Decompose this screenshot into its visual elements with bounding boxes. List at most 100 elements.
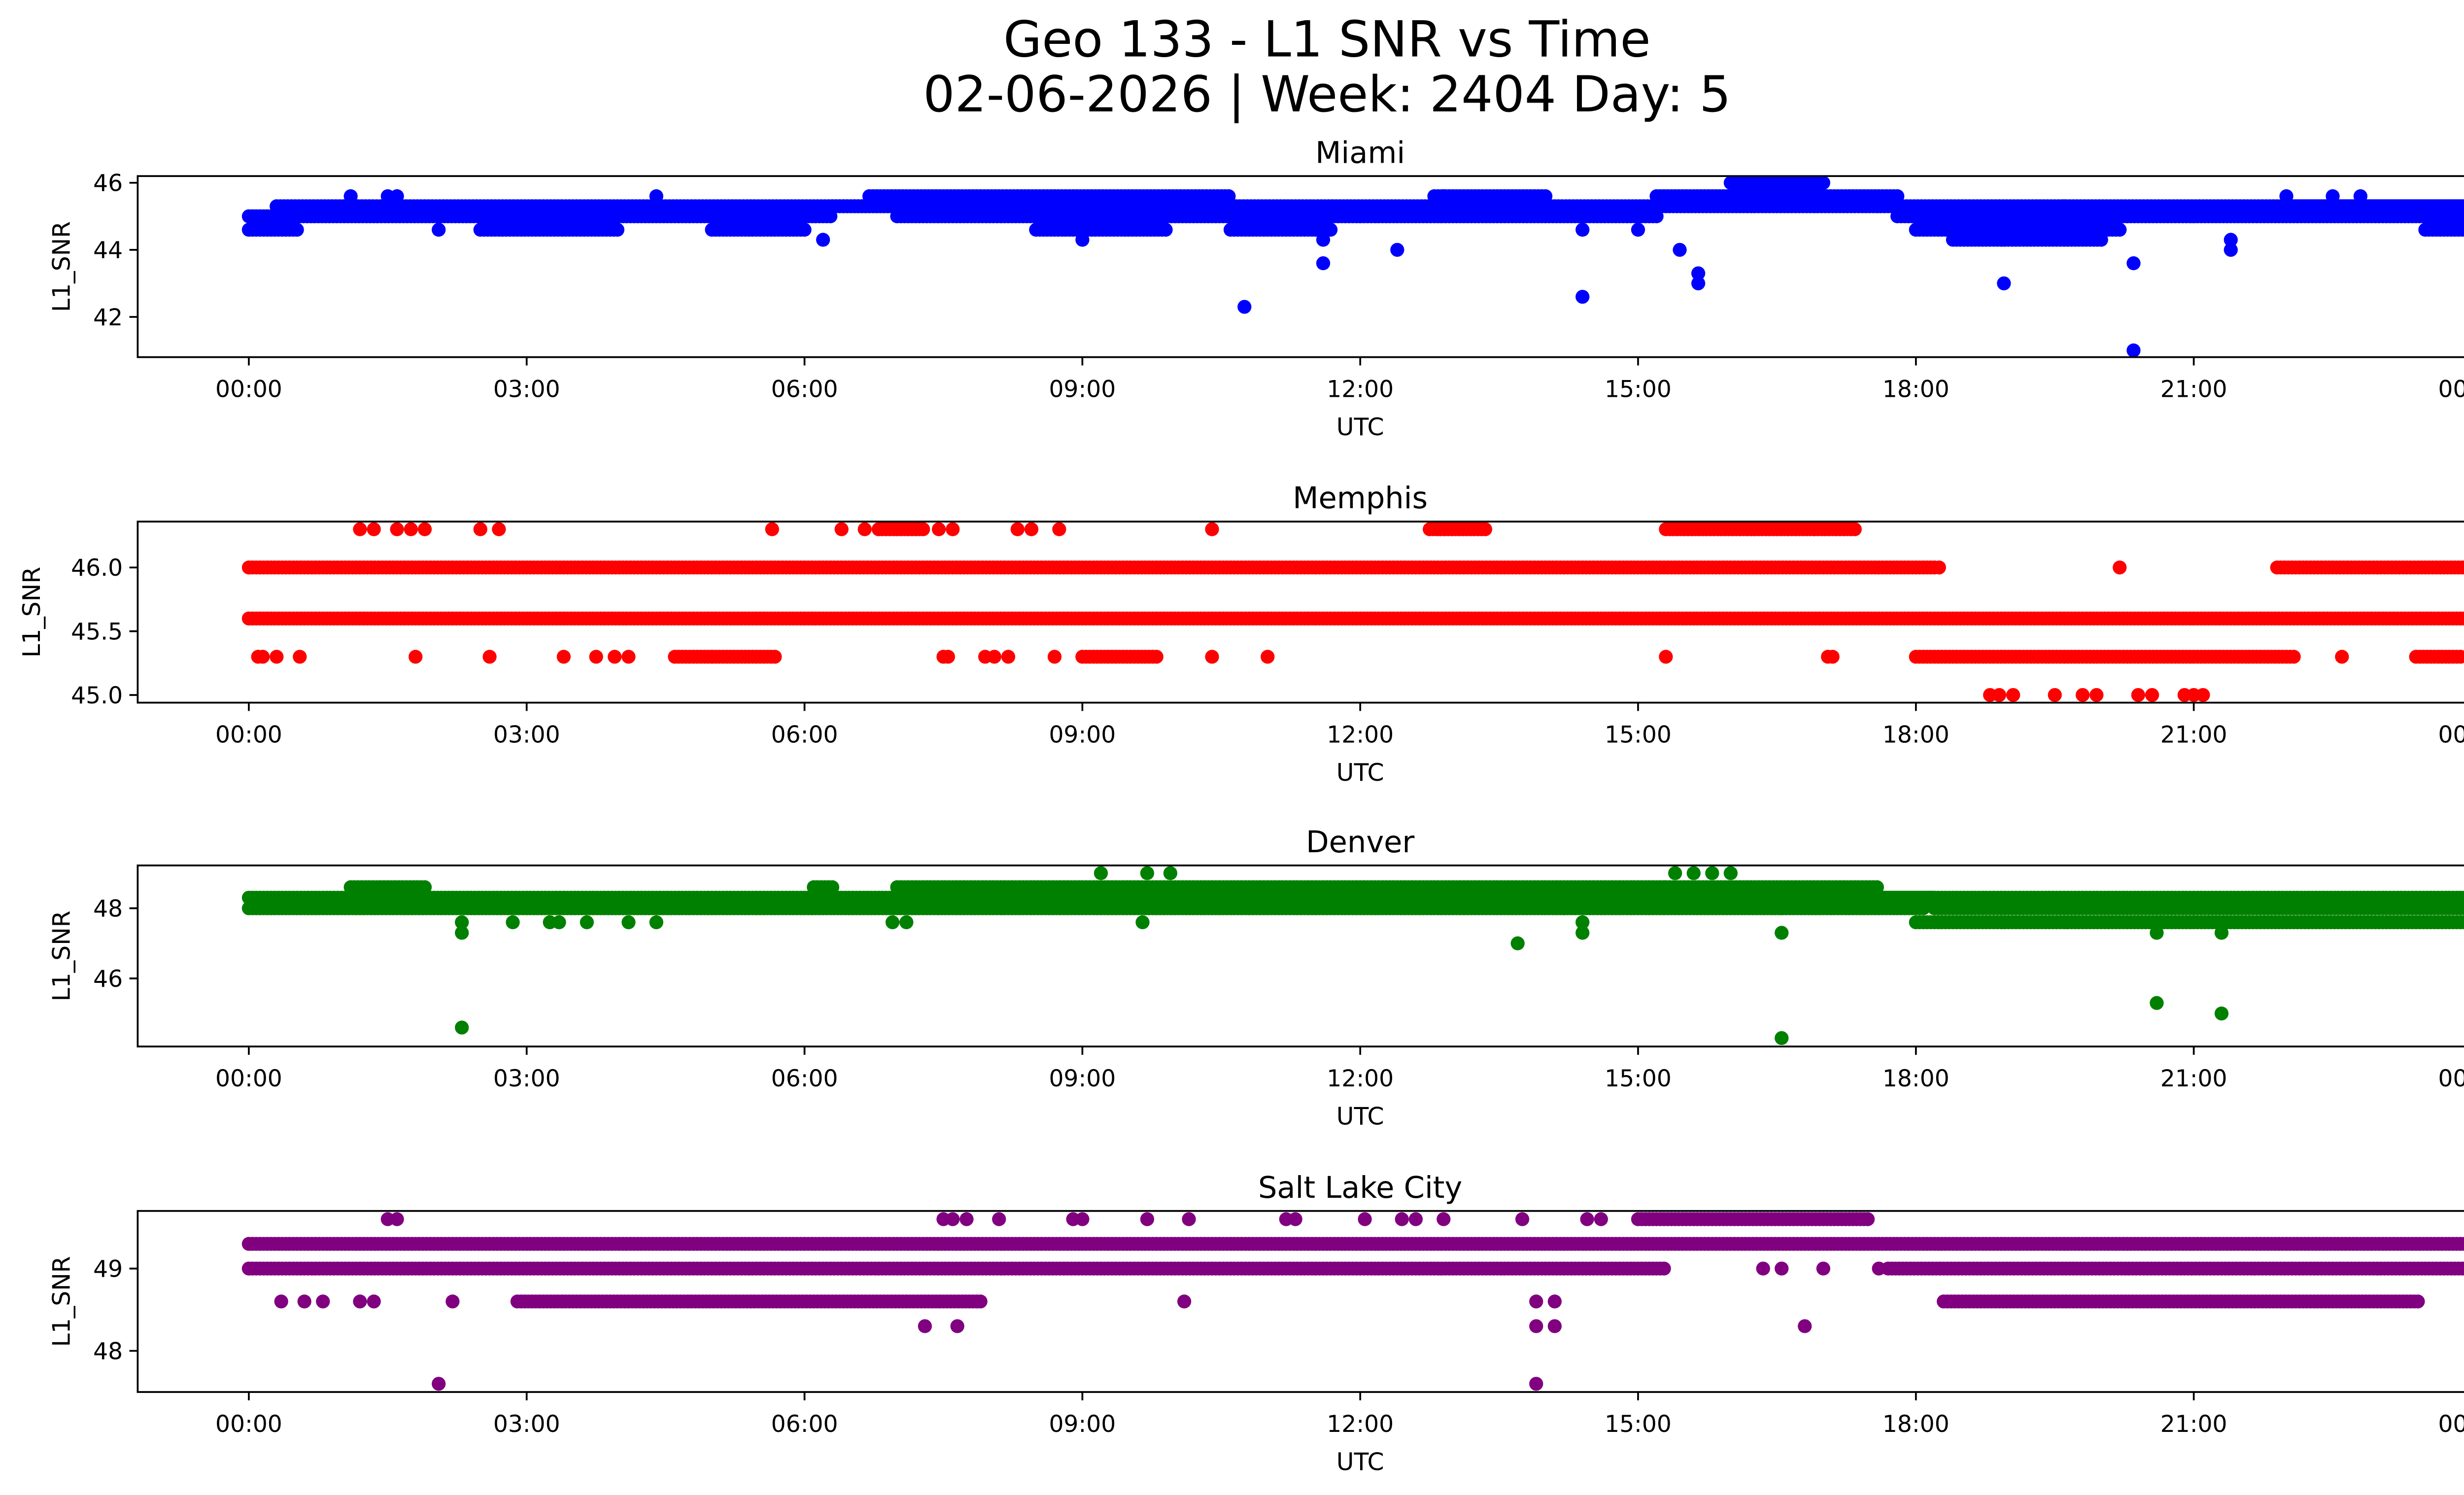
data-point	[492, 522, 506, 536]
y-axis-label: L1_SNR	[47, 910, 75, 1001]
data-point	[1261, 650, 1275, 664]
data-point	[552, 915, 566, 930]
x-axis-label: UTC	[1336, 759, 1384, 787]
data-point	[2075, 688, 2090, 702]
x-tick-label: 00:00	[2438, 376, 2464, 403]
x-tick-label: 09:00	[1049, 1065, 1116, 1092]
data-point	[946, 522, 960, 536]
data-point	[2453, 650, 2464, 664]
data-point	[816, 233, 830, 247]
data-point	[2150, 996, 2164, 1010]
data-point	[1478, 522, 1493, 536]
data-point	[343, 189, 358, 204]
subplot-title: Denver	[1306, 825, 1414, 860]
data-point	[1775, 1031, 1789, 1045]
data-point	[705, 650, 719, 664]
data-point	[417, 522, 432, 536]
x-tick-label: 18:00	[1882, 1065, 1950, 1092]
data-point	[455, 915, 469, 930]
data-point	[1052, 522, 1066, 536]
x-tick-label: 03:00	[493, 721, 560, 748]
y-tick-label: 48	[93, 895, 123, 922]
data-point	[1222, 189, 1236, 204]
data-point	[1149, 650, 1164, 664]
x-tick-label: 12:00	[1327, 1065, 1394, 1092]
data-point	[621, 650, 636, 664]
data-point	[390, 189, 404, 204]
data-point	[1575, 289, 1590, 304]
data-point	[2214, 926, 2229, 940]
data-point	[2214, 1007, 2229, 1021]
data-point	[2048, 688, 2062, 702]
data-point	[825, 880, 840, 895]
data-point	[580, 915, 594, 930]
data-point	[987, 650, 1001, 664]
x-tick-label: 21:00	[2160, 1065, 2227, 1092]
data-point	[1870, 880, 1884, 895]
x-tick-label: 03:00	[493, 1065, 560, 1092]
x-tick-label: 12:00	[1327, 376, 1394, 403]
data-point	[1557, 901, 1571, 915]
data-point	[2126, 343, 2141, 357]
data-point	[1649, 209, 1664, 223]
data-point	[1705, 866, 1719, 880]
data-point	[2154, 915, 2168, 930]
data-point	[2150, 926, 2164, 940]
data-point	[404, 522, 418, 536]
data-point	[941, 650, 955, 664]
data-point	[1925, 891, 1940, 905]
data-point	[649, 915, 663, 930]
data-point	[2353, 189, 2368, 204]
x-tick-label: 18:00	[1882, 376, 1950, 403]
data-point	[1390, 243, 1404, 257]
x-tick-label: 15:00	[1605, 376, 1672, 403]
data-point	[1631, 222, 1645, 237]
data-point	[2113, 560, 2127, 575]
data-point	[2461, 916, 2464, 928]
data-point	[1205, 650, 1219, 664]
y-tick-label: 42	[93, 304, 123, 331]
data-point	[556, 650, 571, 664]
data-point	[1932, 560, 1946, 575]
data-point	[1916, 901, 1930, 915]
data-point	[1686, 866, 1701, 880]
data-point	[1691, 266, 1706, 280]
data-point	[2335, 650, 2349, 664]
data-point	[409, 650, 423, 664]
data-point	[2006, 688, 2020, 702]
data-point	[1992, 688, 2007, 702]
data-point	[2131, 688, 2146, 702]
x-tick-label: 15:00	[1605, 721, 1672, 748]
data-point	[1575, 926, 1590, 940]
x-tick-label: 06:00	[771, 1065, 838, 1092]
data-point	[589, 650, 603, 664]
data-point	[367, 522, 381, 536]
data-point	[432, 222, 446, 237]
data-point	[885, 915, 900, 930]
data-point	[353, 522, 367, 536]
data-point	[1159, 222, 1173, 237]
data-point	[2287, 650, 2301, 664]
y-tick-label: 45.5	[71, 618, 123, 645]
y-axis-label: L1_SNR	[47, 221, 75, 312]
data-point	[390, 522, 404, 536]
x-tick-label: 15:00	[1605, 1065, 1672, 1092]
y-tick-label: 46.0	[71, 555, 123, 582]
data-point	[2224, 233, 2238, 247]
y-tick-label: 46	[93, 170, 123, 197]
data-point	[1001, 650, 1016, 664]
data-point	[834, 522, 849, 536]
data-point	[1825, 650, 1840, 664]
data-point	[1538, 189, 1553, 204]
data-point	[2113, 222, 2127, 237]
data-point	[2224, 243, 2238, 257]
chart-subtitle: 02-06-2026 | Week: 2404 Day: 5	[923, 65, 1731, 124]
data-point	[2094, 233, 2108, 247]
data-point	[649, 189, 663, 204]
y-tick-label: 46	[93, 966, 123, 993]
y-axis-label: L1_SNR	[18, 567, 46, 658]
data-point	[482, 650, 497, 664]
data-point	[1890, 189, 1905, 204]
